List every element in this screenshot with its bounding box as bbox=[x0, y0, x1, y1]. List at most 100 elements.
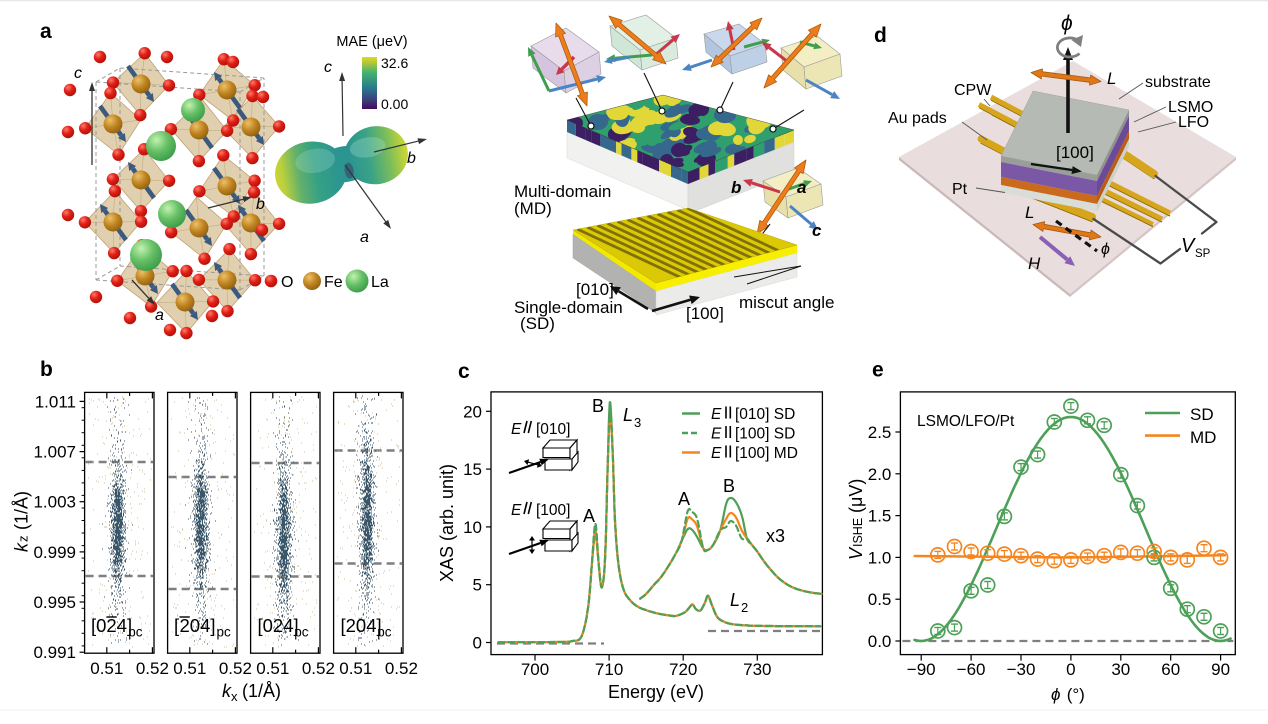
svg-text:pc: pc bbox=[377, 625, 392, 640]
svg-text:2.5: 2.5 bbox=[868, 423, 892, 442]
svg-text:[010]: [010] bbox=[536, 421, 570, 438]
svg-text:1.007: 1.007 bbox=[33, 443, 76, 462]
svg-text:730: 730 bbox=[743, 660, 771, 679]
svg-text:B: B bbox=[723, 476, 735, 496]
svg-text:E: E bbox=[711, 406, 722, 423]
svg-text:O: O bbox=[281, 274, 293, 291]
svg-text:60: 60 bbox=[1161, 660, 1180, 679]
svg-text:SD: SD bbox=[1190, 405, 1214, 424]
svg-text:b: b bbox=[40, 358, 53, 381]
svg-text:miscut angle: miscut angle bbox=[739, 293, 834, 312]
svg-text:x: x bbox=[231, 689, 238, 704]
svg-text:b: b bbox=[407, 150, 416, 167]
svg-text:2: 2 bbox=[106, 615, 116, 636]
svg-text:MD: MD bbox=[1190, 428, 1216, 447]
svg-text:0.52: 0.52 bbox=[219, 659, 252, 678]
svg-text:[100] MD: [100] MD bbox=[735, 445, 798, 462]
svg-text:CPW: CPW bbox=[954, 82, 992, 99]
svg-text:0.52: 0.52 bbox=[385, 659, 418, 678]
svg-text:0.51: 0.51 bbox=[256, 659, 289, 678]
svg-text:E: E bbox=[511, 421, 522, 438]
svg-text:10: 10 bbox=[463, 518, 482, 537]
svg-text:V: V bbox=[846, 546, 866, 560]
svg-text:0.5: 0.5 bbox=[868, 590, 892, 609]
svg-text:E: E bbox=[711, 445, 722, 462]
svg-text:−30: −30 bbox=[1007, 660, 1036, 679]
svg-text:[204]: [204] bbox=[341, 615, 382, 636]
svg-text:pc: pc bbox=[128, 625, 143, 640]
svg-text:0.51: 0.51 bbox=[173, 659, 206, 678]
svg-text:Energy (eV): Energy (eV) bbox=[608, 682, 704, 702]
svg-text:1.011: 1.011 bbox=[35, 392, 76, 411]
svg-text:[100]: [100] bbox=[536, 502, 570, 519]
svg-text:[100]: [100] bbox=[686, 304, 724, 323]
svg-text:L: L bbox=[623, 405, 633, 425]
svg-text:E: E bbox=[711, 426, 722, 443]
svg-text:Multi-domain: Multi-domain bbox=[514, 182, 611, 201]
svg-text:E: E bbox=[511, 502, 522, 519]
svg-text:(MD): (MD) bbox=[514, 199, 552, 218]
svg-text:20: 20 bbox=[463, 402, 482, 421]
svg-text:ϕ: ϕ bbox=[1101, 241, 1110, 258]
svg-text:c: c bbox=[324, 59, 332, 76]
svg-text:LSMO: LSMO bbox=[1168, 99, 1213, 116]
svg-text:1.003: 1.003 bbox=[33, 493, 76, 512]
svg-text:z: z bbox=[16, 536, 31, 543]
svg-text:1.5: 1.5 bbox=[868, 507, 892, 526]
svg-text:A: A bbox=[583, 506, 595, 526]
svg-text:04]: 04] bbox=[190, 615, 216, 636]
svg-text:720: 720 bbox=[669, 660, 697, 679]
svg-text:0.00: 0.00 bbox=[381, 96, 408, 112]
svg-text:15: 15 bbox=[463, 460, 482, 479]
svg-text:SP: SP bbox=[1195, 248, 1211, 260]
svg-text:710: 710 bbox=[595, 660, 623, 679]
svg-text:0.51: 0.51 bbox=[339, 659, 372, 678]
svg-text:0.999: 0.999 bbox=[33, 543, 76, 562]
svg-text:Pt: Pt bbox=[952, 181, 968, 198]
svg-text:5: 5 bbox=[473, 576, 482, 595]
svg-text:c: c bbox=[458, 360, 470, 383]
svg-text:ϕ: ϕ bbox=[1051, 685, 1060, 704]
svg-text:4]: 4] bbox=[117, 615, 132, 636]
svg-text:(°): (°) bbox=[1062, 685, 1085, 704]
svg-text:c: c bbox=[74, 65, 82, 82]
svg-text:[100] SD: [100] SD bbox=[735, 426, 795, 443]
svg-text:XAS (arb. unit): XAS (arb. unit) bbox=[437, 464, 457, 582]
svg-text:0.991: 0.991 bbox=[33, 643, 76, 662]
svg-text:A: A bbox=[678, 489, 690, 509]
svg-text:pc: pc bbox=[217, 625, 232, 640]
svg-text:(μV): (μV) bbox=[846, 479, 866, 518]
svg-text:−90: −90 bbox=[907, 660, 936, 679]
svg-text:e: e bbox=[872, 359, 884, 382]
svg-text:[024]: [024] bbox=[258, 615, 299, 636]
svg-text:L: L bbox=[1107, 69, 1116, 88]
svg-text:(SD): (SD) bbox=[520, 314, 555, 333]
svg-text:0.995: 0.995 bbox=[33, 593, 76, 612]
svg-text:b: b bbox=[256, 196, 265, 213]
svg-text:pc: pc bbox=[294, 625, 309, 640]
svg-text:L: L bbox=[1025, 203, 1034, 222]
svg-text:32.6: 32.6 bbox=[381, 55, 408, 71]
svg-text:b: b bbox=[731, 178, 741, 197]
svg-text:k: k bbox=[222, 681, 232, 701]
svg-text:0: 0 bbox=[473, 634, 482, 653]
svg-text:substrate: substrate bbox=[1145, 74, 1211, 91]
svg-text:3: 3 bbox=[634, 415, 641, 430]
svg-text:30: 30 bbox=[1111, 660, 1130, 679]
svg-text:ISHE: ISHE bbox=[851, 518, 865, 547]
svg-text:V: V bbox=[1181, 235, 1196, 257]
svg-text:a: a bbox=[155, 307, 164, 324]
svg-text:B: B bbox=[592, 396, 604, 416]
svg-text:0.52: 0.52 bbox=[302, 659, 335, 678]
svg-text:L: L bbox=[730, 590, 740, 610]
svg-text:k: k bbox=[12, 542, 32, 552]
svg-text:x3: x3 bbox=[766, 526, 785, 546]
svg-text:Single-domain: Single-domain bbox=[514, 298, 623, 317]
svg-text:Au pads: Au pads bbox=[888, 110, 947, 127]
svg-text:d: d bbox=[874, 24, 887, 47]
svg-text:0.52: 0.52 bbox=[136, 659, 169, 678]
svg-text:[010] SD: [010] SD bbox=[735, 406, 795, 423]
svg-text:[: [ bbox=[174, 615, 179, 636]
svg-text:−60: −60 bbox=[957, 660, 986, 679]
svg-text:0.0: 0.0 bbox=[868, 632, 892, 651]
